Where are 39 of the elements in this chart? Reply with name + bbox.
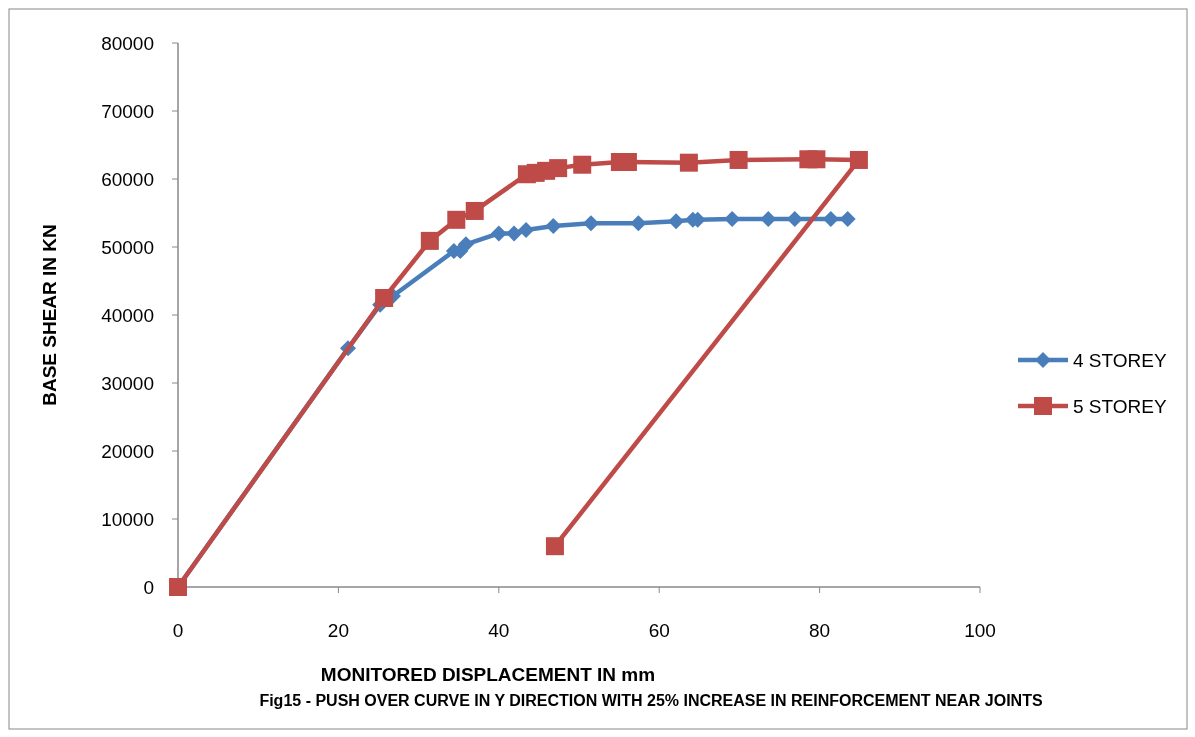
point xyxy=(729,150,748,169)
text: Fig15 - PUSH OVER CURVE IN Y DIRECTION WITH 25% INCREASE IN REINFORCEMENT NEAR JOINTS xyxy=(259,692,1043,709)
point xyxy=(447,210,466,229)
point xyxy=(839,211,856,228)
y-tick-label: 70000 xyxy=(101,100,154,122)
x-tick-label: 0 xyxy=(172,620,184,641)
x-tick-label: 40 xyxy=(488,620,510,641)
point xyxy=(420,231,439,250)
y-tick-label: 0 xyxy=(143,576,154,598)
y-tick-label: 20000 xyxy=(101,440,154,462)
y-tick-label: 50000 xyxy=(101,236,154,258)
y-tick-label: 40000 xyxy=(101,304,154,326)
point xyxy=(630,215,647,232)
y-tick-label: 10000 xyxy=(101,508,154,530)
point xyxy=(375,289,394,307)
point xyxy=(545,217,562,234)
y-tick-label: 60000 xyxy=(101,168,154,190)
legend-label: 5 STOREY xyxy=(1073,395,1167,417)
point xyxy=(518,222,535,238)
y-tick-label: 30000 xyxy=(101,372,154,394)
y-axis-title: BASE SHEAR IN KN xyxy=(39,224,60,406)
x-tick-label: 100 xyxy=(964,620,996,641)
x-axis-title: MONITORED DISPLACEMENT IN mm xyxy=(320,664,656,685)
point xyxy=(457,236,474,253)
point xyxy=(545,537,564,556)
point xyxy=(506,225,523,242)
point xyxy=(668,213,685,230)
legend-label: 4 STOREY xyxy=(1073,349,1167,371)
point xyxy=(549,159,568,178)
point xyxy=(490,225,507,242)
y-tick-label: 80000 xyxy=(101,32,154,54)
x-tick-label: 20 xyxy=(327,620,349,641)
point xyxy=(573,155,592,174)
point xyxy=(679,153,698,172)
x-tick-label: 60 xyxy=(648,620,670,641)
point xyxy=(465,201,484,220)
x-tick-label: 80 xyxy=(809,620,831,641)
point xyxy=(849,150,868,169)
point xyxy=(807,150,826,169)
